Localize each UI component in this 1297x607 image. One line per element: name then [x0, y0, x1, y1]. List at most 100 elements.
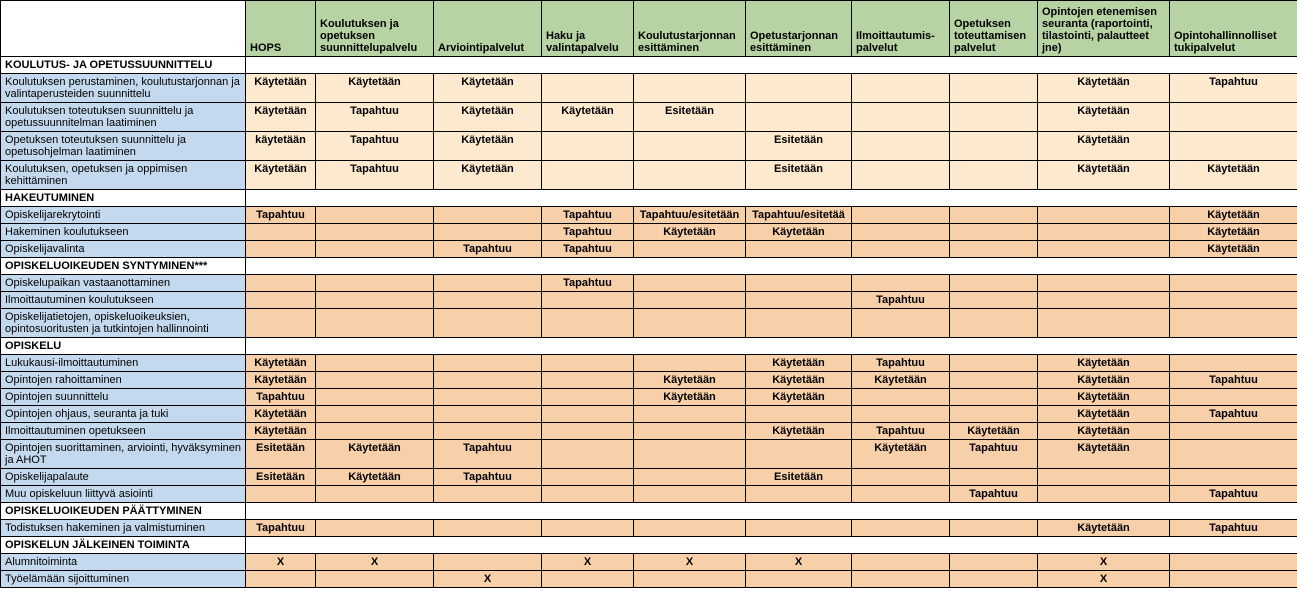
col-header: Koulutuksen ja opetuksen suunnittelupalv…: [316, 1, 434, 57]
cell: Tapahtuu: [434, 469, 542, 486]
cell: [746, 241, 852, 258]
row-label: Alumnitoiminta: [1, 554, 246, 571]
cell: [950, 224, 1038, 241]
cell: [746, 74, 852, 103]
cell: Tapahtuu: [316, 132, 434, 161]
col-header: Opetuksen toteuttamisen palvelut: [950, 1, 1038, 57]
col-header: Ilmoittautumis-palvelut: [852, 1, 950, 57]
cell: Käytetään: [1170, 241, 1297, 258]
cell: Esitetään: [246, 440, 316, 469]
row-label: Opintojen ohjaus, seuranta ja tuki: [1, 406, 246, 423]
table-row: Ilmoittautuminen opetukseenKäytetäänKäyt…: [1, 423, 1297, 440]
cell: Käytetään: [1038, 406, 1170, 423]
cell: Tapahtuu: [542, 275, 634, 292]
cell: [950, 520, 1038, 537]
section-title: OPISKELUOIKEUDEN PÄÄTTYMINEN: [1, 503, 246, 520]
cell: [634, 571, 746, 588]
cell: [1170, 309, 1297, 338]
cell: [634, 309, 746, 338]
cell: [950, 372, 1038, 389]
cell: [852, 132, 950, 161]
cell: Esitetään: [634, 103, 746, 132]
row-label: Opiskelijatietojen, opiskeluoikeuksien, …: [1, 309, 246, 338]
cell: [1170, 571, 1297, 588]
cell: [316, 389, 434, 406]
section-title: OPISKELUN JÄLKEINEN TOIMINTA: [1, 537, 246, 554]
row-label: Koulutuksen perustaminen, koulutustarjon…: [1, 74, 246, 103]
cell: [542, 372, 634, 389]
cell: käytetään: [246, 132, 316, 161]
cell: [746, 309, 852, 338]
cell: Käytetään: [434, 103, 542, 132]
cell: Käytetään: [1170, 224, 1297, 241]
cell: [316, 520, 434, 537]
table-row: Opintojen suorittaminen, arviointi, hyvä…: [1, 440, 1297, 469]
cell: [434, 292, 542, 309]
row-label: Todistuksen hakeminen ja valmistuminen: [1, 520, 246, 537]
cell: [316, 275, 434, 292]
cell: Käytetään: [246, 161, 316, 190]
section-title: OPISKELUOIKEUDEN SYNTYMINEN***: [1, 258, 246, 275]
section-span: [246, 258, 1297, 275]
cell: [316, 406, 434, 423]
cell: [950, 292, 1038, 309]
cell: Tapahtuu: [542, 207, 634, 224]
cell: [852, 275, 950, 292]
header-blank: [1, 1, 246, 57]
cell: Käytetään: [634, 224, 746, 241]
cell: [316, 224, 434, 241]
cell: Tapahtuu: [542, 224, 634, 241]
cell: [950, 355, 1038, 372]
cell: [1038, 241, 1170, 258]
cell: Käytetään: [634, 372, 746, 389]
section-span: [246, 503, 1297, 520]
row-label: Työelämään sijoittuminen: [1, 571, 246, 588]
cell: [852, 469, 950, 486]
table-row: OpiskelijavalintaTapahtuuTapahtuuKäytetä…: [1, 241, 1297, 258]
table-row: Työelämään sijoittuminenXX: [1, 571, 1297, 588]
cell: [852, 74, 950, 103]
cell: [950, 132, 1038, 161]
cell: [246, 224, 316, 241]
cell: Käytetään: [316, 74, 434, 103]
cell: X: [542, 554, 634, 571]
table-row: Hakeminen koulutukseenTapahtuuKäytetäänK…: [1, 224, 1297, 241]
cell: X: [746, 554, 852, 571]
table-row: Koulutuksen toteutuksen suunnittelu ja o…: [1, 103, 1297, 132]
cell: Käytetään: [316, 469, 434, 486]
cell: Tapahtuu: [542, 241, 634, 258]
col-header: Opintohallinnolliset tukipalvelut: [1170, 1, 1297, 57]
cell: Tapahtuu: [1170, 520, 1297, 537]
table-row: Opiskelupaikan vastaanottaminenTapahtuu: [1, 275, 1297, 292]
cell: Käytetään: [1038, 103, 1170, 132]
cell: [542, 292, 634, 309]
table-row: Koulutuksen, opetuksen ja oppimisen kehi…: [1, 161, 1297, 190]
cell: X: [1038, 554, 1170, 571]
cell: X: [634, 554, 746, 571]
cell: [434, 355, 542, 372]
cell: [950, 207, 1038, 224]
cell: [542, 571, 634, 588]
row-label: Opiskelijavalinta: [1, 241, 246, 258]
cell: [542, 389, 634, 406]
table-row: Koulutuksen perustaminen, koulutustarjon…: [1, 74, 1297, 103]
row-label: Koulutuksen toteutuksen suunnittelu ja o…: [1, 103, 246, 132]
cell: [246, 241, 316, 258]
cell: Tapahtuu: [852, 292, 950, 309]
cell: [634, 241, 746, 258]
cell: [246, 275, 316, 292]
cell: Tapahtuu/esitetään: [634, 207, 746, 224]
cell: [746, 406, 852, 423]
cell: [746, 440, 852, 469]
row-label: Opiskelijarekrytointi: [1, 207, 246, 224]
cell: [1038, 224, 1170, 241]
cell: Käytetään: [246, 372, 316, 389]
cell: Käytetään: [746, 224, 852, 241]
cell: [852, 406, 950, 423]
cell: Käytetään: [746, 423, 852, 440]
cell: Tapahtuu: [246, 207, 316, 224]
table-row: Lukukausi-ilmoittautuminenKäytetäänKäyte…: [1, 355, 1297, 372]
table-row: Opintojen rahoittaminenKäytetäänKäytetää…: [1, 372, 1297, 389]
cell: [852, 520, 950, 537]
row-label: Opintojen rahoittaminen: [1, 372, 246, 389]
